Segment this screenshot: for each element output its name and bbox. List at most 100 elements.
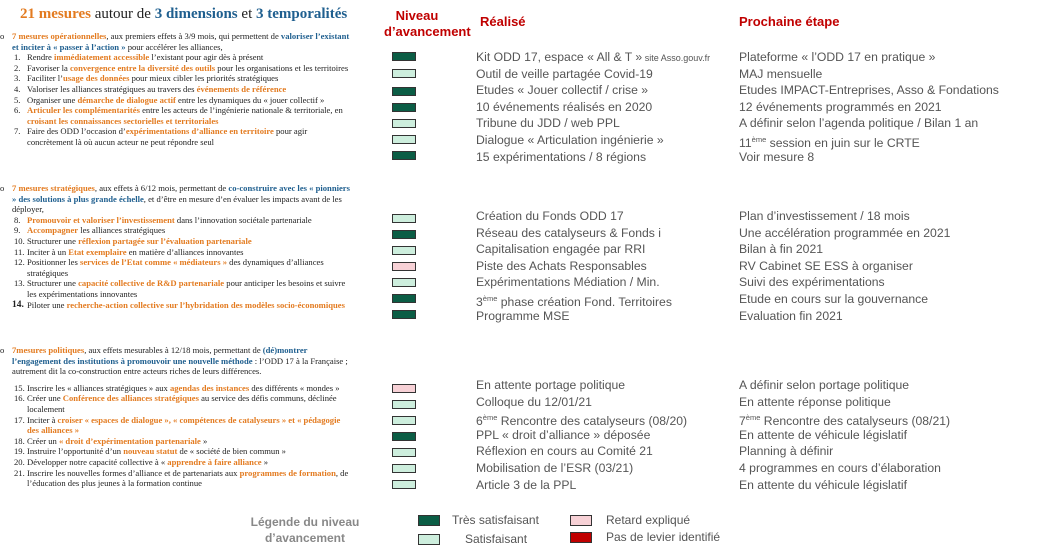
measure-highlight: capacité collective de R&D partenariale bbox=[78, 278, 225, 289]
prochaine-group-3: A définir selon portage politique En att… bbox=[739, 377, 950, 493]
measure-item: 9. Accompagner les alliances stratégiques bbox=[0, 225, 352, 236]
measure-number: 8. bbox=[14, 214, 21, 225]
measure-item: 8. Promouvoir et valoriser l’investisseme… bbox=[0, 215, 352, 226]
measure-highlight: démarche de dialogue actif bbox=[77, 94, 176, 105]
legend-label: Retard expliqué bbox=[606, 513, 691, 527]
measure-number: 15. bbox=[14, 382, 25, 393]
measure-highlight: Promouvoir et valoriser l’investissement bbox=[27, 214, 175, 225]
status-box bbox=[392, 400, 416, 409]
measure-text: pour agir concrètement là où aucun acteu… bbox=[27, 126, 308, 147]
status-box bbox=[392, 135, 416, 144]
status-box bbox=[392, 103, 416, 112]
realise-item: Création du Fonds ODD 17 bbox=[476, 209, 624, 223]
measure-number: 12. bbox=[14, 257, 25, 268]
status-box bbox=[392, 119, 416, 128]
measure-text: Créer un bbox=[27, 435, 59, 446]
realise-item: Colloque du 12/01/21 bbox=[476, 394, 592, 409]
measure-text: » bbox=[200, 435, 208, 446]
measure-highlight: « droit d’expérimentation partenariale bbox=[58, 435, 201, 446]
status-box bbox=[392, 384, 416, 393]
section-intro: o 7 mesures stratégiques, aux effets à 6… bbox=[0, 183, 352, 215]
measure-item: 5. Organiser une démarche de dialogue act… bbox=[0, 95, 352, 106]
measure-text: » bbox=[261, 456, 269, 467]
legend-label: Très satisfaisant bbox=[452, 513, 539, 527]
status-box bbox=[392, 432, 416, 441]
measure-item: 21. Inscrire les nouvelles formes d’allia… bbox=[0, 468, 352, 489]
measure-highlight: expérimentations d’alliance en territoir… bbox=[125, 126, 274, 137]
measure-item: 10. Structurer une réflexion partagée sur… bbox=[0, 236, 352, 247]
measure-text: dans l’innovation sociétale partenariale bbox=[174, 214, 312, 225]
title-count: 21 mesures bbox=[20, 6, 91, 22]
prochaine-item: Evaluation fin 2021 bbox=[739, 308, 843, 323]
measure-highlight: services de l’Etat comme « médiateurs » bbox=[80, 257, 228, 268]
measure-highlight: croiser « espaces de dialogue », « compé… bbox=[27, 414, 341, 436]
section-intro: o 7 mesures opérationnelles, aux premier… bbox=[0, 31, 352, 52]
bullet: o bbox=[0, 31, 5, 41]
measure-highlight: recherche-action collective sur l’hybrid… bbox=[66, 299, 345, 310]
realise-item: 3ème phase création Fond. Territoires bbox=[476, 293, 672, 310]
prochaine-group-2: Plan d’investissement / 18 mois Une accé… bbox=[739, 208, 950, 324]
legend-title: Légende du niveau d’avancement bbox=[250, 515, 360, 545]
prochaine-item: MAJ mensuelle bbox=[739, 66, 823, 81]
status-box bbox=[392, 151, 416, 160]
prochaine-item: Plateforme « l’ODD 17 en pratique » bbox=[739, 50, 936, 64]
measure-number: 9. bbox=[14, 225, 21, 236]
measure-item: 18. Créer un « droit d’expérimentation pa… bbox=[0, 436, 352, 447]
measure-number: 11. bbox=[14, 246, 25, 257]
measure-text: entre les dynamiques du « jouer collecti… bbox=[175, 94, 325, 105]
legend-swatch bbox=[418, 534, 440, 545]
status-box bbox=[392, 310, 416, 319]
measure-text: Inscrire les « alliances stratégiques » … bbox=[27, 382, 170, 393]
realise-item: Réseau des catalyseurs & Fonds i bbox=[476, 225, 661, 240]
measure-highlight: Accompagner bbox=[27, 225, 79, 236]
status-box bbox=[392, 278, 416, 287]
section-operationnelles: o 7 mesures opérationnelles, aux premier… bbox=[0, 31, 352, 148]
section-lead: 7 mesures opérationnelles bbox=[12, 31, 107, 41]
section-intro: o 7mesures politiques, aux effets mesura… bbox=[0, 345, 352, 377]
measure-highlight: Conférence des alliances stratégiques bbox=[62, 393, 199, 404]
bullet: o bbox=[0, 345, 5, 355]
measure-text: Structurer une bbox=[27, 278, 79, 289]
measure-number: 6. bbox=[14, 105, 21, 116]
measure-item: 19. Instruire l’opportunité d’un nouveau … bbox=[0, 446, 352, 457]
measure-highlight: usage des données bbox=[63, 73, 130, 84]
status-box bbox=[392, 262, 416, 271]
measure-text: les alliances stratégiques bbox=[78, 225, 166, 236]
section-lead: 7 mesures stratégiques bbox=[12, 183, 95, 193]
measure-text: des différents « mondes » bbox=[249, 382, 340, 393]
measure-item: 2. Favoriser la convergence entre la dive… bbox=[0, 63, 352, 74]
prochaine-item: 7ème Rencontre des catalyseurs (08/21) bbox=[739, 413, 951, 429]
measure-item: 11. Inciter à un Etat exemplaire en matiè… bbox=[0, 247, 352, 258]
measure-list: 8. Promouvoir et valoriser l’investisseme… bbox=[0, 215, 352, 310]
header-prochaine-etape: Prochaine étape bbox=[739, 14, 840, 29]
legend-swatch bbox=[570, 515, 592, 526]
measure-number: 2. bbox=[14, 62, 21, 73]
prochaine-item: Suivi des expérimentations bbox=[739, 275, 885, 290]
status-box bbox=[392, 294, 416, 303]
measure-text: Valoriser les alliances stratégiques au … bbox=[27, 83, 197, 94]
measure-highlight: convergence entre la diversité des outil… bbox=[69, 62, 216, 73]
prochaine-item: Bilan à fin 2021 bbox=[739, 242, 824, 257]
prochaine-item: Planning à définir bbox=[739, 444, 834, 459]
prochaine-item: 4 programmes en cours d’élaboration bbox=[739, 460, 941, 475]
measure-text: Créer une bbox=[27, 393, 63, 404]
measure-number: 16. bbox=[14, 393, 25, 404]
measure-item: 13. Structurer une capacité collective de… bbox=[0, 278, 352, 299]
measure-highlight: immédiatement accessible bbox=[53, 52, 150, 63]
page-title: 21 mesures autour de 3 dimensions et 3 t… bbox=[20, 6, 347, 23]
measure-number: 5. bbox=[14, 94, 21, 105]
header-realise: Réalisé bbox=[480, 14, 526, 29]
legend-label: Satisfaisant bbox=[465, 532, 528, 546]
status-box bbox=[392, 416, 416, 425]
section-lead-text: , aux effets à 6/12 mois, permettant de bbox=[94, 183, 229, 193]
realise-group-2: Création du Fonds ODD 17 Réseau des cata… bbox=[476, 208, 672, 324]
section-lead-emphasis: (dé)montrer bbox=[262, 345, 308, 355]
prochaine-item: Plan d’investissement / 18 mois bbox=[739, 209, 910, 223]
measure-text: Favoriser la bbox=[27, 62, 70, 73]
section-lead-highlight: valoriser l’existant et inciter à « pass… bbox=[12, 31, 350, 52]
realise-item: Capitalisation engagée par RRI bbox=[476, 242, 646, 257]
realise-item: PPL « droit d’alliance » déposée bbox=[476, 427, 651, 442]
prochaine-item: Etude en cours sur la gouvernance bbox=[739, 291, 929, 306]
measure-item: 1. Rendre immédiatement accessible l’exis… bbox=[0, 52, 352, 63]
realise-item: Dialogue « Articulation ingénierie » bbox=[476, 132, 664, 147]
